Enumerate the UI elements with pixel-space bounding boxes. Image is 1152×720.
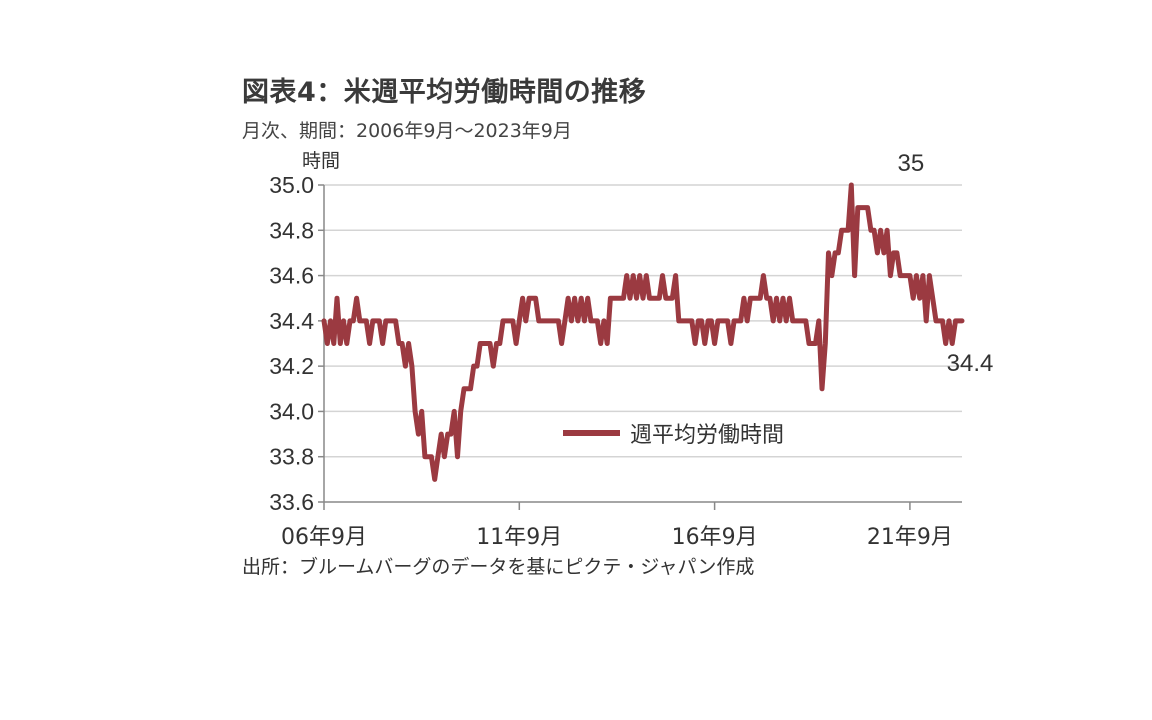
y-tick-label: 34.2 (269, 353, 314, 379)
y-tick-label: 35.0 (269, 172, 314, 198)
y-axis-ticks: 35.0 34.8 34.6 34.4 34.2 34.0 33.8 33.6 (269, 172, 314, 515)
y-tick-label: 33.8 (269, 444, 314, 470)
y-tick-label: 34.4 (269, 308, 314, 334)
y-axis-label: 時間 (302, 150, 340, 172)
data-label: 35 (898, 150, 925, 177)
x-tick-label: 21年9月 (867, 525, 953, 550)
series-line-weekly-hours (321, 182, 965, 482)
y-tick-label: 33.6 (269, 489, 314, 515)
source-note: 出所：ブルームバーグのデータを基にピクテ・ジャパン作成 (242, 556, 755, 578)
y-tick-label: 34.8 (269, 217, 314, 243)
annotations-layer: 35 34.4 (898, 150, 994, 377)
series-layer (321, 182, 965, 482)
x-tick-label: 16年9月 (672, 525, 758, 550)
y-tick-label: 34.0 (269, 398, 314, 424)
legend: 週平均労働時間 (563, 423, 784, 448)
y-tick-label: 34.6 (269, 263, 314, 289)
legend-label: 週平均労働時間 (630, 423, 784, 448)
chart-title: 図表4：米週平均労働時間の推移 (242, 77, 647, 108)
grid-lines (318, 184, 962, 503)
chart-subtitle: 月次、期間：2006年9月～2023年9月 (242, 120, 572, 142)
data-label: 34.4 (947, 350, 994, 377)
x-tick-label: 06年9月 (281, 525, 367, 550)
x-axis-ticks: 06年9月 11年9月 16年9月 21年9月 (281, 525, 953, 550)
chart-axes (323, 185, 962, 510)
x-tick-label: 11年9月 (476, 525, 562, 550)
